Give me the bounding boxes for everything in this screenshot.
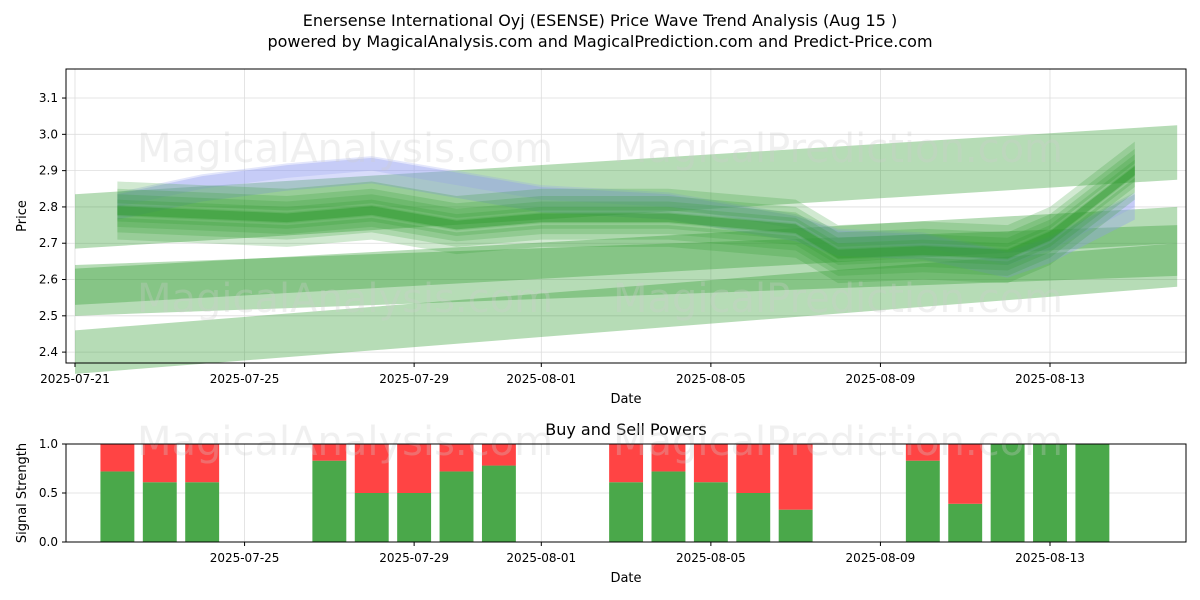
price-xtick-label-1: 2025-07-25: [210, 372, 280, 386]
buy-bar-4: [354, 493, 389, 542]
price-ytick-label-4: 2.8: [39, 200, 58, 214]
signal-y-ticks: 0.0 0.5 1.0: [39, 437, 66, 549]
price-ytick-label-6: 3.0: [39, 127, 58, 141]
signal-xtick-label-0: 2025-07-25: [210, 551, 280, 565]
sell-bar-8: [609, 444, 644, 483]
price-wave-green-5: [117, 148, 1135, 255]
buy-bar-6: [439, 471, 474, 542]
signal-xtick-label-2: 2025-08-01: [506, 551, 576, 565]
buy-bar-5: [397, 493, 432, 542]
buy-bar-8: [609, 482, 644, 542]
buy-bar-0: [100, 471, 135, 542]
price-ytick-label-1: 2.5: [39, 309, 58, 323]
signal-x-ticks: 2025-07-25 2025-07-29 2025-08-01 2025-08-05…: [210, 542, 1085, 565]
buy-bar-1: [142, 482, 177, 542]
price-wave-green-1: [117, 170, 1135, 276]
buy-bar-12: [778, 509, 813, 542]
price-wave-blue-0: [117, 157, 1135, 278]
sell-bar-3: [312, 444, 347, 461]
buy-bar-17: [1075, 444, 1110, 542]
watermark-top-left: MagicalAnalysis.com: [137, 126, 553, 172]
signal-xtick-label-4: 2025-08-09: [846, 551, 916, 565]
signal-ytick-label-0: 0.0: [39, 535, 58, 549]
buy-bar-9: [651, 471, 686, 542]
sell-bar-2: [185, 444, 220, 483]
price-axes-frame: [65, 68, 1187, 364]
buy-bar-2: [185, 482, 220, 542]
buy-bar-10: [693, 482, 728, 542]
sell-bar-14: [948, 444, 983, 504]
price-ytick-label-2: 2.6: [39, 273, 58, 287]
sell-bar-0: [100, 444, 135, 472]
watermark-mid-left: MagicalAnalysis.com: [137, 276, 553, 322]
price-ytick-label-0: 2.4: [39, 345, 58, 359]
price-wave-green-3: [117, 159, 1135, 265]
buy-bar-14: [948, 503, 983, 542]
signal-ytick-label-1: 0.5: [39, 486, 58, 500]
chart-title-line2: powered by MagicalAnalysis.com and Magic…: [267, 32, 932, 51]
signal-y-axis-label: Signal Strength: [15, 443, 30, 543]
price-grid: [66, 69, 1186, 363]
price-ytick-label-5: 2.9: [39, 164, 58, 178]
sell-bar-12: [778, 444, 813, 510]
price-band-1: [75, 225, 1178, 316]
sell-bar-6: [439, 444, 474, 472]
price-band-3: [75, 206, 1178, 305]
price-band-2: [75, 243, 1178, 374]
price-ytick-label-3: 2.7: [39, 236, 58, 250]
price-xtick-label-3: 2025-08-01: [506, 372, 576, 386]
signal-x-axis-label: Date: [610, 571, 641, 586]
sell-bar-11: [736, 444, 771, 493]
price-y-axis-label: Price: [15, 200, 30, 232]
sell-bar-1: [142, 444, 177, 483]
price-x-ticks: 2025-07-21 2025-07-25 2025-07-29 2025-08-01…: [40, 363, 1085, 386]
price-x-axis-label: Date: [610, 392, 641, 407]
signal-bars: [100, 444, 1110, 542]
price-y-ticks: 2.4 2.5 2.6 2.7 2.8 2.9 3.0 3.1: [39, 91, 66, 359]
price-ytick-label-7: 3.1: [39, 91, 58, 105]
price-xtick-label-6: 2025-08-13: [1015, 372, 1085, 386]
buy-bar-7: [481, 465, 516, 542]
watermark-top-right: MagicalPrediction.com: [613, 126, 1063, 172]
price-wave-green-6: [117, 141, 1135, 247]
price-xtick-label-0: 2025-07-21: [40, 372, 110, 386]
signal-ytick-label-2: 1.0: [39, 437, 58, 451]
buy-bar-13: [905, 460, 940, 542]
price-xtick-label-5: 2025-08-09: [846, 372, 916, 386]
price-wave-green-core: [117, 166, 1135, 259]
sell-bar-10: [693, 444, 728, 483]
price-wave-green-2: [117, 165, 1135, 271]
buy-bar-15: [990, 444, 1025, 542]
price-wave-green-4: [117, 154, 1135, 260]
chart-title-line1: Enersense International Oyj (ESENSE) Pri…: [303, 11, 898, 30]
watermark-mid-right: MagicalPrediction.com: [613, 276, 1063, 322]
sell-bar-7: [481, 444, 516, 466]
buy-bar-3: [312, 460, 347, 542]
sell-bar-13: [905, 444, 940, 461]
price-bands: [75, 125, 1178, 374]
price-xtick-label-4: 2025-08-05: [676, 372, 746, 386]
price-waves: [117, 141, 1135, 284]
signal-chart-title: Buy and Sell Powers: [545, 420, 707, 439]
signal-xtick-label-3: 2025-08-05: [676, 551, 746, 565]
price-band-0: [75, 125, 1178, 249]
signal-xtick-label-5: 2025-08-13: [1015, 551, 1085, 565]
signal-xtick-label-1: 2025-07-29: [379, 551, 449, 565]
sell-bar-5: [397, 444, 432, 493]
sell-bar-9: [651, 444, 686, 472]
buy-bar-11: [736, 493, 771, 542]
watermark-bottom-right: MagicalPrediction.com: [613, 419, 1063, 465]
watermark-bottom-left: MagicalAnalysis.com: [137, 419, 553, 465]
price-wave-green-0: [117, 177, 1135, 284]
price-xtick-label-2: 2025-07-29: [379, 372, 449, 386]
price-wave-blue-1: [117, 156, 1135, 265]
sell-bar-4: [354, 444, 389, 493]
buy-bar-16: [1033, 444, 1067, 542]
